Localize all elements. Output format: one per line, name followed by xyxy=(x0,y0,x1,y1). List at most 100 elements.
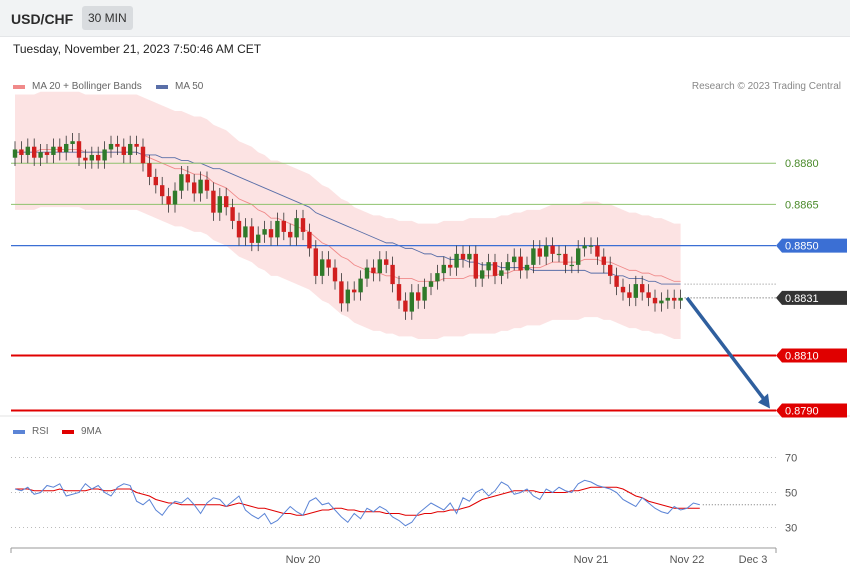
candle-body xyxy=(19,149,24,155)
candle-body xyxy=(505,262,510,271)
rsi-tick-label: 30 xyxy=(785,523,797,535)
candle-body xyxy=(377,259,382,274)
candle-body xyxy=(211,190,216,213)
candle-body xyxy=(640,284,645,293)
candle-body xyxy=(96,154,101,161)
candle-body xyxy=(364,267,370,279)
candle-body xyxy=(204,179,210,191)
price-tag-pivot: 0.8850 xyxy=(776,238,847,253)
candle-body xyxy=(665,297,670,301)
candle-body xyxy=(518,256,523,271)
candle-body xyxy=(115,143,120,147)
candle-body xyxy=(441,264,446,274)
candle-body xyxy=(217,196,222,213)
candle-body xyxy=(652,297,658,304)
timeframe-button[interactable]: 30 MIN xyxy=(82,6,133,30)
candle-body xyxy=(569,264,574,267)
candle-body xyxy=(563,253,568,265)
price-tag-bg xyxy=(776,238,847,253)
candle-body xyxy=(550,245,555,254)
candle-body xyxy=(416,292,421,301)
candle-body xyxy=(147,163,152,177)
price-tag-resistance: 0.8880 xyxy=(785,158,819,170)
candle-body xyxy=(320,259,325,276)
legend-ma20: MA 20 + Bollinger Bands xyxy=(13,81,142,92)
candle-body xyxy=(192,182,197,194)
price-level-label: 0.8810 xyxy=(785,351,819,363)
candle-body xyxy=(172,190,178,205)
ma9-swatch xyxy=(62,429,74,434)
candle-body xyxy=(44,152,50,155)
rsi-tick-label: 50 xyxy=(785,488,797,500)
candle-body xyxy=(601,256,606,265)
candle-body xyxy=(64,143,69,153)
ma20-swatch xyxy=(13,84,25,89)
candle-body xyxy=(352,289,357,293)
candle-body xyxy=(473,253,478,279)
currency-pair: USD/CHF xyxy=(11,11,74,27)
price-tag-support: 0.8790 xyxy=(776,403,847,418)
candle-body xyxy=(268,229,274,238)
header-bar: USD/CHF 30 MIN xyxy=(0,0,850,37)
x-tick-label: Nov 21 xyxy=(574,554,609,566)
price-tag-bg xyxy=(776,403,847,418)
candle-body xyxy=(224,196,229,208)
legend-ma20-label: MA 20 + Bollinger Bands xyxy=(32,81,142,92)
candle-body xyxy=(332,267,338,282)
x-tick-label: Nov 22 xyxy=(670,554,705,566)
candle-body xyxy=(300,218,306,232)
price-level-label: 0.8880 xyxy=(785,158,819,170)
candle-body xyxy=(262,229,267,235)
candle-body xyxy=(179,174,184,191)
candle-body xyxy=(614,275,619,287)
candle-body xyxy=(288,231,293,238)
candle-body xyxy=(460,253,466,260)
candle-body xyxy=(76,141,82,158)
candle-body xyxy=(134,143,139,147)
legend-9ma-label: 9MA xyxy=(81,426,102,437)
candle-body xyxy=(659,300,664,304)
candle-body xyxy=(140,146,146,164)
candle-body xyxy=(313,248,318,276)
price-tag-resistance: 0.8865 xyxy=(785,199,819,211)
bollinger-band xyxy=(15,91,681,340)
candle-body xyxy=(166,196,171,205)
price-level-label: 0.8790 xyxy=(785,406,819,418)
candle-body xyxy=(249,226,254,243)
candle-body xyxy=(537,248,542,257)
price-tag-bg xyxy=(776,348,847,363)
candle-body xyxy=(409,292,414,312)
x-tick-label: Nov 20 xyxy=(286,554,321,566)
rsi-swatch xyxy=(13,429,25,434)
candle-body xyxy=(486,262,491,271)
forecast-arrow-head xyxy=(758,393,770,409)
legend-ma50-label: MA 50 xyxy=(175,81,204,92)
candle-body xyxy=(275,220,280,238)
candle-body xyxy=(236,220,242,238)
candle-body xyxy=(492,262,498,276)
legend-9ma: 9MA xyxy=(62,426,102,437)
candle-body xyxy=(435,273,440,282)
candle-body xyxy=(185,174,190,183)
candle-body xyxy=(448,264,453,268)
candle-body xyxy=(480,270,485,279)
candle-body xyxy=(627,292,632,298)
timestamp: Tuesday, November 21, 2023 7:50:46 AM CE… xyxy=(13,42,262,56)
candle-body xyxy=(38,152,43,158)
candle-body xyxy=(576,248,581,265)
candle-body xyxy=(153,176,158,186)
candle-body xyxy=(403,300,408,312)
candle-body xyxy=(70,141,75,144)
candle-body xyxy=(672,297,677,301)
price-level-label: 0.8865 xyxy=(785,199,819,211)
candle-body xyxy=(454,253,459,268)
candle-body xyxy=(198,179,203,194)
candle-body xyxy=(32,146,37,158)
candle-body xyxy=(512,256,517,263)
candle-body xyxy=(345,289,350,304)
candle-body xyxy=(620,286,626,293)
candle-body xyxy=(467,253,472,260)
candle-body xyxy=(339,281,344,304)
legend-ma50: MA 50 xyxy=(156,81,203,92)
